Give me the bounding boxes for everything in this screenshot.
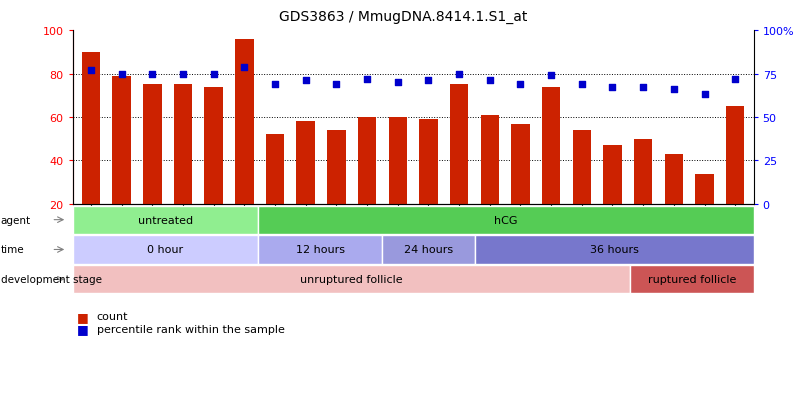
Point — [360, 76, 373, 83]
Bar — [572, 131, 591, 204]
Text: agent: agent — [1, 215, 31, 225]
Text: time: time — [1, 245, 24, 255]
Point — [85, 68, 98, 74]
Bar — [726, 107, 745, 204]
Point — [268, 81, 281, 88]
Bar — [480, 116, 499, 204]
Bar — [174, 85, 192, 204]
Bar — [419, 120, 438, 204]
Point — [729, 76, 742, 83]
Bar — [475, 236, 754, 264]
Text: 12 hours: 12 hours — [296, 245, 345, 255]
Bar — [258, 206, 754, 234]
Point — [667, 87, 680, 93]
Text: count: count — [97, 311, 128, 321]
Point — [453, 71, 466, 78]
Point — [177, 71, 189, 78]
Bar — [542, 88, 560, 204]
Point — [637, 85, 650, 92]
Bar — [327, 131, 346, 204]
Bar — [266, 135, 285, 204]
Point — [422, 78, 435, 85]
Bar — [450, 85, 468, 204]
Text: 0 hour: 0 hour — [147, 245, 184, 255]
Bar — [81, 52, 100, 204]
Bar — [382, 236, 475, 264]
Text: untreated: untreated — [138, 215, 193, 225]
Point — [545, 73, 558, 79]
Point — [146, 71, 159, 78]
Point — [299, 78, 312, 85]
Point — [698, 92, 711, 98]
Text: percentile rank within the sample: percentile rank within the sample — [97, 324, 285, 334]
Text: unruptured follicle: unruptured follicle — [300, 275, 402, 285]
Point — [115, 71, 128, 78]
Text: development stage: development stage — [1, 275, 102, 285]
Text: ■: ■ — [77, 310, 89, 323]
Bar — [696, 174, 714, 204]
Point — [391, 80, 404, 86]
Point — [514, 81, 527, 88]
Point — [238, 64, 251, 71]
Text: ruptured follicle: ruptured follicle — [647, 275, 736, 285]
Bar — [297, 122, 315, 204]
Bar — [388, 118, 407, 204]
Point — [330, 81, 343, 88]
Bar — [511, 124, 530, 204]
Point — [606, 85, 619, 92]
Bar — [665, 154, 683, 204]
Bar — [358, 118, 376, 204]
Text: 36 hours: 36 hours — [590, 245, 638, 255]
Point — [207, 71, 220, 78]
Text: GDS3863 / MmugDNA.8414.1.S1_at: GDS3863 / MmugDNA.8414.1.S1_at — [279, 10, 527, 24]
Bar — [73, 236, 258, 264]
Bar — [205, 88, 223, 204]
Bar — [634, 140, 652, 204]
Bar — [112, 76, 131, 204]
Bar — [73, 266, 629, 294]
Text: 24 hours: 24 hours — [404, 245, 453, 255]
Bar — [603, 146, 621, 204]
Text: ■: ■ — [77, 322, 89, 335]
Bar — [73, 206, 258, 234]
Point — [575, 81, 588, 88]
Bar — [143, 85, 161, 204]
Point — [484, 78, 496, 85]
Text: hCG: hCG — [494, 215, 517, 225]
Bar — [258, 236, 382, 264]
Bar — [629, 266, 754, 294]
Bar — [235, 40, 254, 204]
